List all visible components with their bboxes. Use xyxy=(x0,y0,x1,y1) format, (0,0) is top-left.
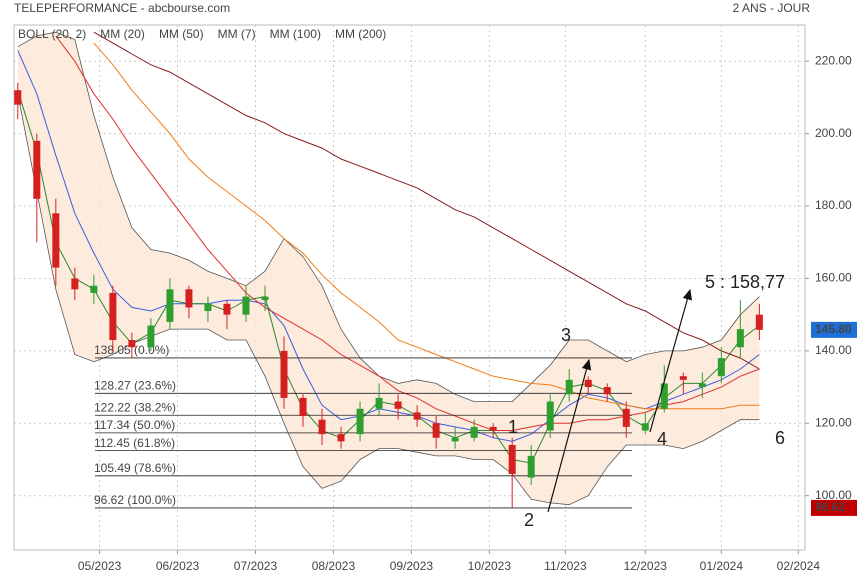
candle-body xyxy=(71,278,79,290)
candle-body xyxy=(622,408,630,427)
annotation: 3 xyxy=(561,325,571,345)
candle-body xyxy=(546,401,554,431)
annotation: 6 xyxy=(775,428,785,448)
fib-label: 105.49 (78.6%) xyxy=(94,461,176,475)
candle-body xyxy=(166,289,174,322)
y-tick-label: 160.00 xyxy=(815,271,852,285)
legend-entry: MM (100) xyxy=(270,27,321,41)
band-lower xyxy=(17,93,760,506)
candle-body xyxy=(432,423,440,438)
fib-label: 96.62 (100.0%) xyxy=(94,493,176,507)
price-tag xyxy=(811,499,857,516)
x-tick-label: 12/2023 xyxy=(624,559,668,573)
legend-entry: MM (20) xyxy=(100,27,145,41)
x-tick-label: 08/2023 xyxy=(312,559,356,573)
legend-entry: MM (50) xyxy=(159,27,204,41)
candle-body xyxy=(736,329,744,348)
candle-body xyxy=(109,292,117,340)
price-tag xyxy=(811,321,857,338)
x-tick-label: 06/2023 xyxy=(156,559,200,573)
chart-subtitle: 2 ANS - JOUR xyxy=(733,1,811,15)
candle-body xyxy=(470,426,478,438)
candle-body xyxy=(375,397,383,409)
x-tick-label: 11/2023 xyxy=(544,559,587,573)
y-tick-label: 200.00 xyxy=(815,126,852,140)
candle-body xyxy=(641,423,649,431)
moving-average xyxy=(55,35,760,431)
candle-body xyxy=(52,213,60,268)
candle-body xyxy=(508,445,516,474)
fib-label: 128.27 (23.6%) xyxy=(94,379,176,393)
x-tick-label: 01/2024 xyxy=(700,559,744,573)
x-tick-label: 10/2023 xyxy=(468,559,512,573)
fib-label: 112.45 (61.8%) xyxy=(94,436,175,450)
y-tick-label: 120.00 xyxy=(815,415,852,429)
moving-average xyxy=(93,42,760,410)
candle-body xyxy=(128,340,136,348)
plot-area: 100.00 120.00 140.00 160.00 180.00 200.00 220.… xyxy=(13,24,857,573)
candle-body xyxy=(90,285,98,293)
candle-body xyxy=(489,426,497,431)
moving-average xyxy=(93,31,760,370)
candle-body xyxy=(261,296,269,301)
candle-body xyxy=(394,401,402,409)
candle-body xyxy=(527,455,535,478)
wave-arrow xyxy=(649,288,693,433)
candle-body xyxy=(33,140,41,199)
candle-body xyxy=(337,434,345,442)
candle-body xyxy=(413,412,421,420)
annotation: 5 : 158,77 xyxy=(705,272,785,292)
fib-label: 117.34 (50.0%) xyxy=(94,418,175,432)
candle-body xyxy=(185,289,193,308)
candle-body xyxy=(318,419,326,435)
band-upper xyxy=(17,31,760,402)
legend-entry: BOLL (20, 2) xyxy=(18,27,86,41)
candle-body xyxy=(451,437,459,442)
candle-body xyxy=(755,314,763,330)
legend-entry: MM (7) xyxy=(218,27,256,41)
y-tick-label: 180.00 xyxy=(815,198,852,212)
y-tick-label: 100.00 xyxy=(815,488,852,502)
x-tick-label: 05/2023 xyxy=(78,559,122,573)
candle-body xyxy=(698,383,706,388)
x-tick-label: 09/2023 xyxy=(390,559,434,573)
candle-body xyxy=(679,376,687,380)
candle-body xyxy=(280,350,288,398)
candle-body xyxy=(204,303,212,312)
legend-entry: MM (200) xyxy=(335,27,386,41)
candle-body xyxy=(14,90,22,105)
candle-body xyxy=(242,296,250,315)
x-tick-label: 07/2023 xyxy=(234,559,278,573)
candle-body xyxy=(565,379,573,395)
annotation: 1 xyxy=(508,417,518,437)
candle-body xyxy=(584,379,592,388)
price-tag-label: 145.80 xyxy=(815,322,852,336)
y-tick-label: 220.00 xyxy=(815,53,852,67)
candle-body xyxy=(603,387,611,395)
y-tick-label: 140.00 xyxy=(815,343,852,357)
price-tag-label: 96.62 xyxy=(815,500,845,514)
candle-body xyxy=(299,397,307,417)
candle-body xyxy=(660,383,668,409)
moving-average xyxy=(17,90,760,464)
fib-label: 122.22 (38.2%) xyxy=(94,400,176,414)
chart-title: TELEPERFORMANCE - abcbourse.com xyxy=(14,1,230,15)
candle-body xyxy=(147,325,155,348)
candle-body xyxy=(223,303,231,315)
candle-body xyxy=(717,358,725,377)
annotation: 2 xyxy=(524,510,534,530)
x-tick-label: 02/2024 xyxy=(777,559,821,573)
wave-arrow xyxy=(547,358,592,513)
candle-body xyxy=(356,408,364,435)
annotation: 4 xyxy=(657,429,667,449)
